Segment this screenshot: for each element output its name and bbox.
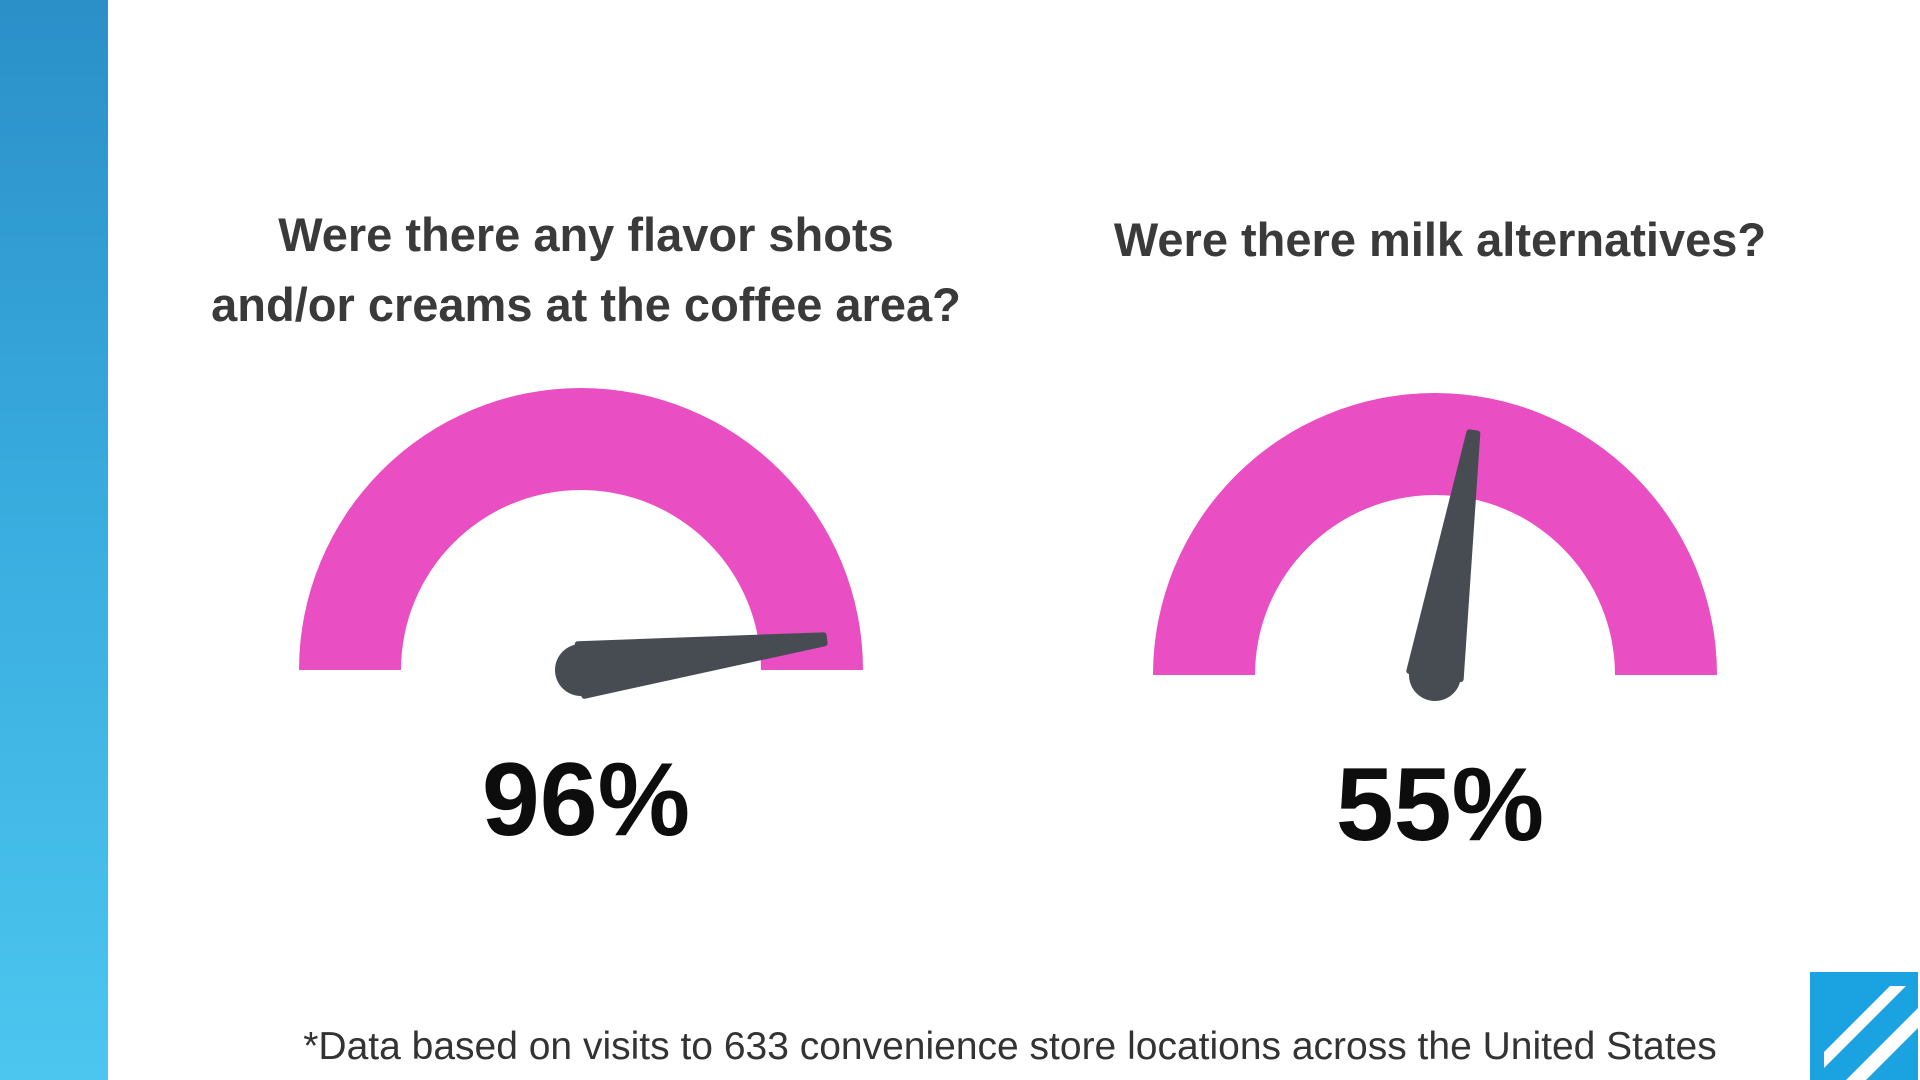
data-source-footnote: *Data based on visits to 633 convenience… — [303, 1025, 1717, 1068]
gauge-needle-hub — [1409, 649, 1461, 701]
diagonal-stripes-logo-icon — [1810, 972, 1918, 1080]
gauge-question-title: Were there any flavor shots and/or cream… — [211, 208, 961, 331]
gauge-question-title: Were there milk alternatives? — [1113, 213, 1767, 266]
gauge-value-label: 55% — [1335, 747, 1545, 863]
gauge-needle-hub — [555, 644, 607, 696]
gauge-chart — [299, 388, 863, 699]
accent-band — [0, 0, 108, 1080]
gauge-panel-flavor-shots: Were there any flavor shots and/or cream… — [186, 0, 986, 940]
gauge-chart — [1153, 393, 1717, 701]
gauge-panel-milk-alternatives: Were there milk alternatives? 55% — [1040, 0, 1840, 940]
gauge-value-label: 96% — [481, 742, 691, 858]
gauge-arc — [299, 388, 863, 670]
gauge-arc — [1153, 393, 1717, 675]
